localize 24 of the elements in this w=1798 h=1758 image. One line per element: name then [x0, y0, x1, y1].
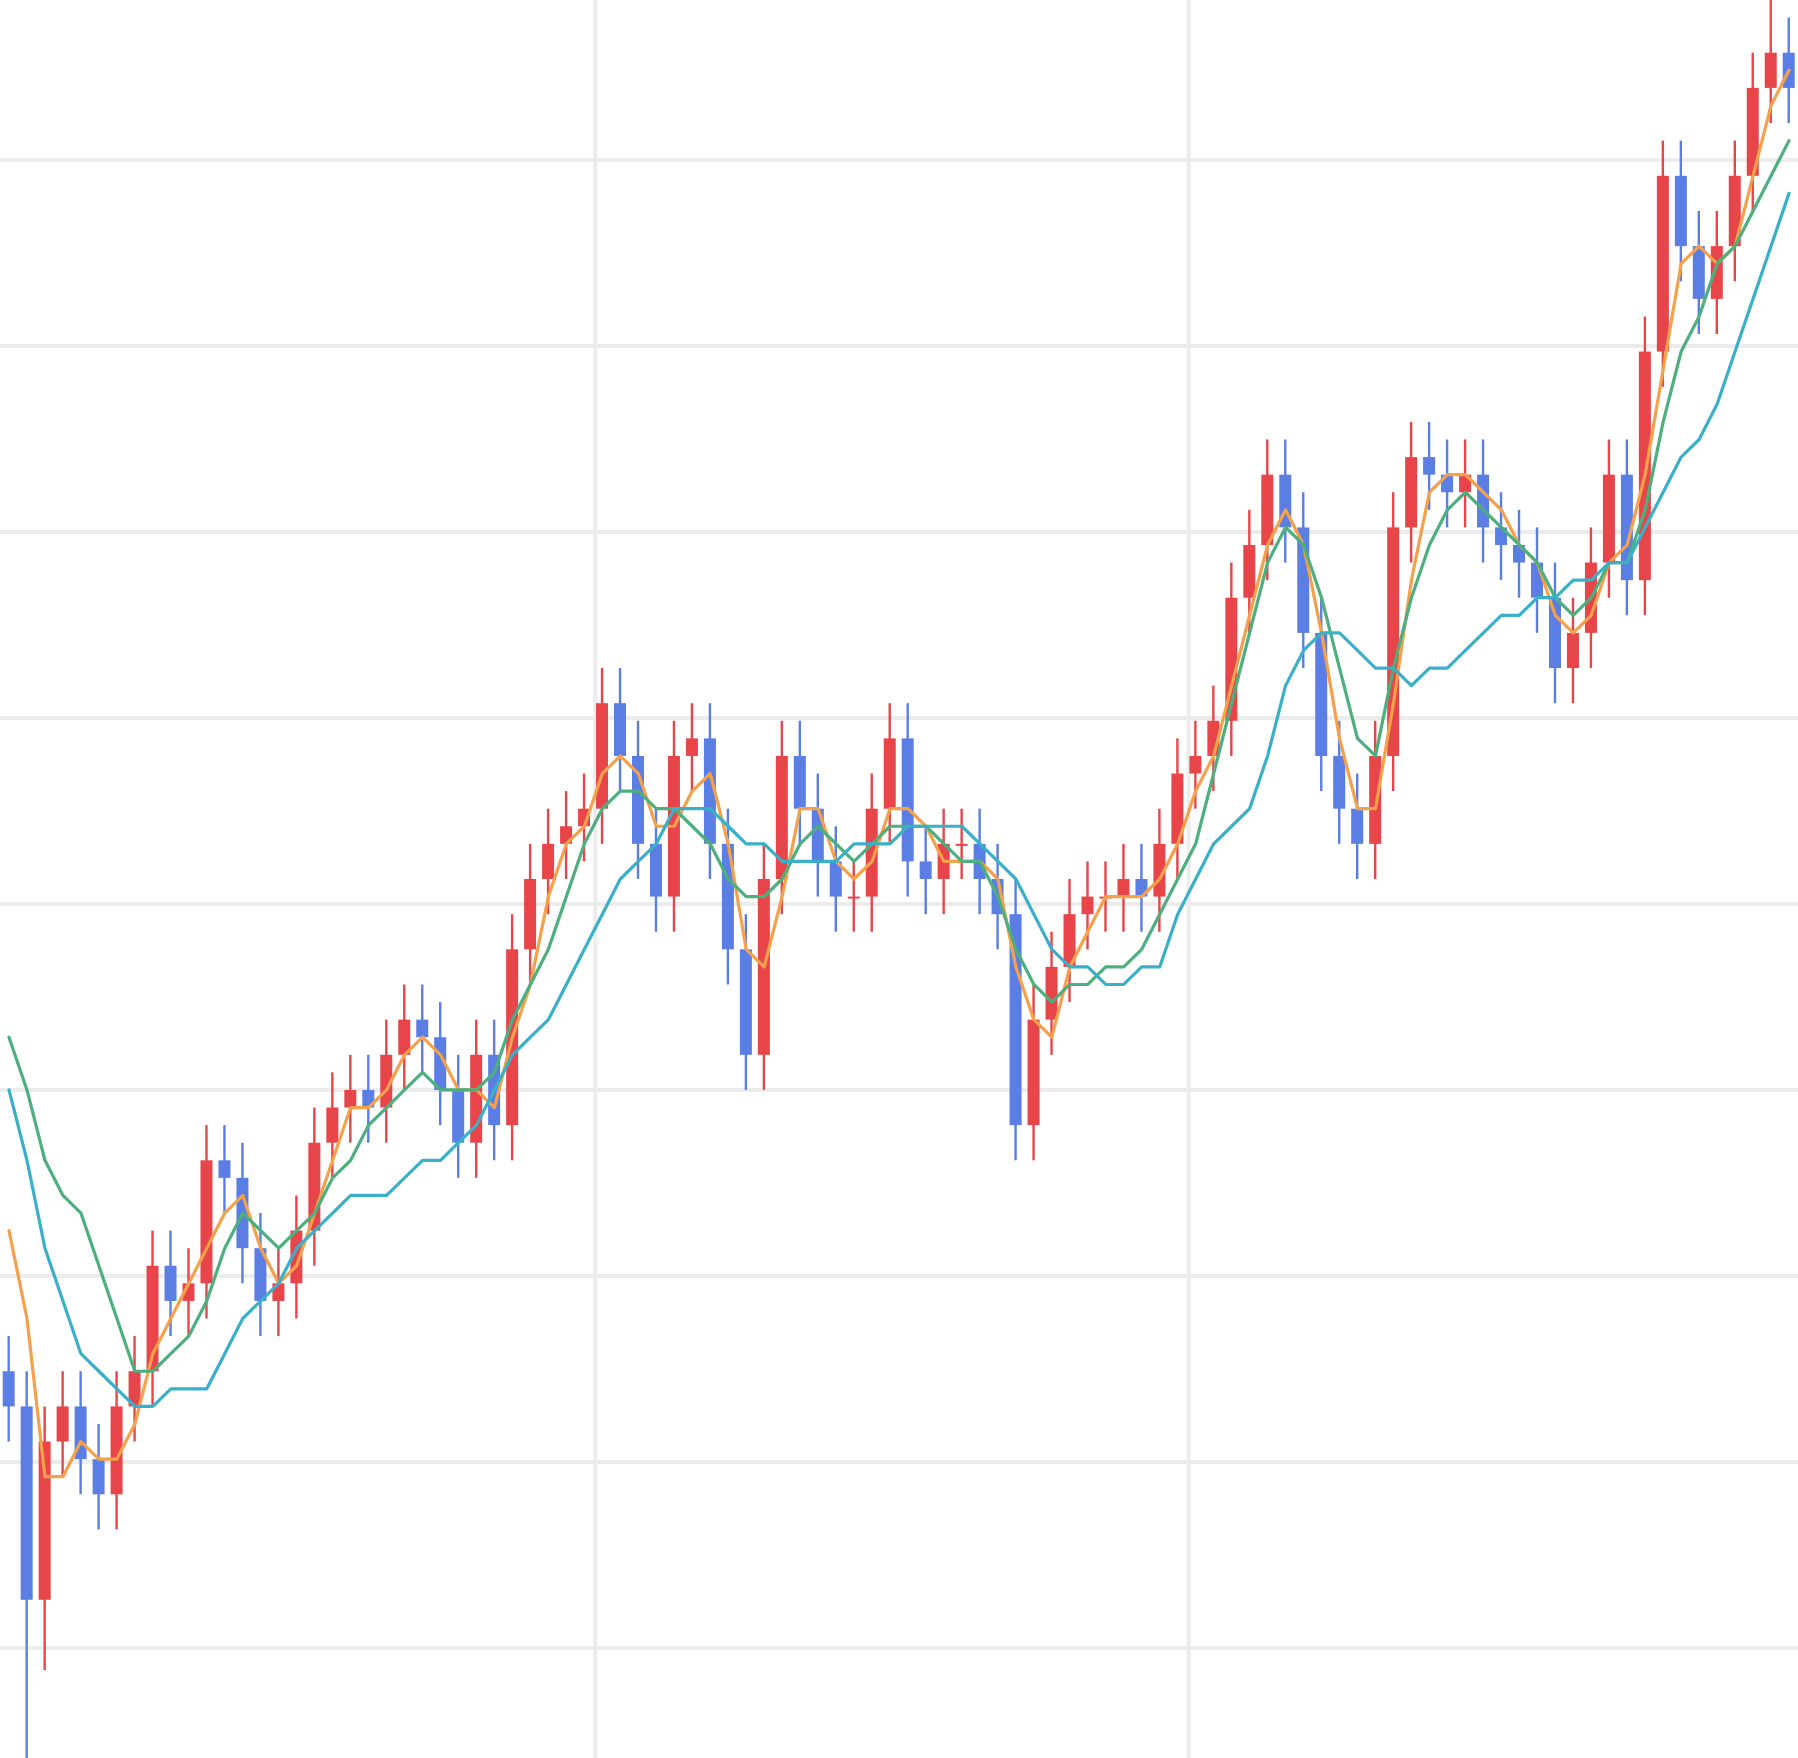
candlestick: [92, 1422, 105, 1531]
candlestick: [1189, 719, 1202, 810]
candlestick: [1566, 596, 1579, 705]
candlestick: [2, 1334, 15, 1443]
candlestick: [164, 1229, 177, 1338]
candlestick: [1423, 420, 1436, 512]
candlestick: [542, 807, 555, 916]
candlestick: [919, 825, 932, 916]
candlestick: [1513, 508, 1526, 599]
candlestick: [685, 702, 698, 793]
candlestick: [1117, 842, 1130, 933]
candlestick: [56, 1370, 69, 1478]
candlestick: [955, 807, 968, 881]
candlestick: [1081, 860, 1094, 951]
candlestick: [398, 983, 411, 1092]
candlestick: [829, 825, 842, 933]
candlestick: [847, 860, 860, 933]
candlestick: [1351, 772, 1364, 881]
candlestick: [218, 1123, 231, 1215]
candlestick: [326, 1071, 339, 1180]
candlestick: [416, 983, 429, 1074]
candlestick: [560, 789, 573, 881]
candlestick: [344, 1053, 357, 1144]
candlestick: [1764, 0, 1777, 125]
